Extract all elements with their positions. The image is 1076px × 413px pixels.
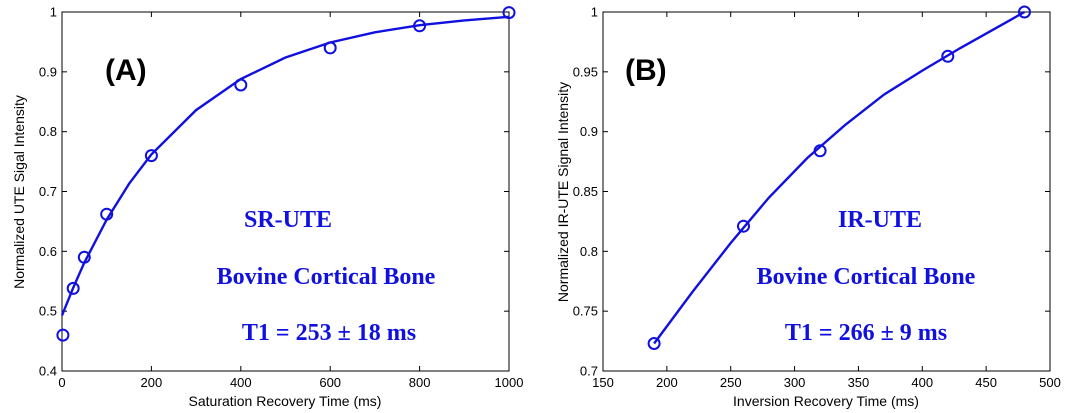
- data-point-a-3: [100, 207, 114, 221]
- y-tick-label-a-1: 0.5: [39, 304, 57, 319]
- y-tick-label-b-0: 0.7: [580, 364, 598, 379]
- y-tick-label-b-1: 0.75: [573, 304, 598, 319]
- panel-a: 0 200 400 600 800 1000 0.4 0.5 0.6 0.7 0.8 0.9 1 (A)…: [11, 5, 523, 410]
- data-point-b-3: [941, 49, 955, 63]
- y-tick-label-b-2: 0.8: [580, 244, 598, 259]
- x-tick-label-a-5: 1000: [495, 375, 524, 390]
- data-points-b: [647, 5, 1031, 350]
- fit-curve-b: [653, 10, 1026, 345]
- y-tick-label-b-3: 0.85: [573, 184, 598, 199]
- data-point-a-1: [66, 281, 80, 295]
- data-point-a-4: [144, 149, 158, 163]
- x-tick-label-b-5: 400: [911, 375, 933, 390]
- data-point-a-2: [77, 250, 91, 264]
- annotation-b-1: Bovine Cortical Bone: [757, 264, 976, 290]
- data-point-b-0: [647, 337, 661, 350]
- x-axis-label-a: Saturation Recovery Time (ms): [189, 393, 382, 409]
- y-tick-label-a-2: 0.6: [39, 244, 57, 259]
- panel-b: 150 200 250 300 350 400 450 500 0.7 0.75 0.8 0.85 0.…: [555, 5, 1061, 410]
- x-tick-label-b-7: 500: [1039, 375, 1061, 390]
- x-tick-label-b-1: 200: [656, 375, 678, 390]
- y-tick-label-b-5: 0.95: [573, 64, 598, 79]
- x-tick-label-a-4: 800: [409, 375, 431, 390]
- x-tick-label-a-2: 400: [230, 375, 252, 390]
- y-axis-label-b: Normalized IR-UTE Signal Intensity: [555, 82, 571, 302]
- annotation-b-2: T1 = 266 ± 9 ms: [785, 320, 947, 346]
- data-point-b-2: [813, 144, 827, 158]
- x-tick-label-a-3: 600: [319, 375, 341, 390]
- panel-label-b: (B): [625, 54, 667, 87]
- y-tick-label-a-3: 0.7: [39, 184, 57, 199]
- plot-area-b: [602, 11, 1051, 372]
- data-point-a-8: [502, 6, 516, 20]
- fit-line-a: [60, 15, 510, 316]
- data-points-a: [56, 6, 516, 342]
- y-tick-label-b-6: 1: [591, 5, 598, 20]
- plot-area-a: [61, 11, 510, 372]
- data-point-b-1: [737, 219, 750, 233]
- fit-line-b: [653, 10, 1026, 345]
- y-tick-label-a-5: 0.9: [39, 64, 57, 79]
- x-tick-label-b-6: 450: [975, 375, 997, 390]
- x-tick-label-b-4: 350: [848, 375, 870, 390]
- x-tick-label-b-3: 300: [784, 375, 806, 390]
- annotation-a-1: Bovine Cortical Bone: [217, 264, 436, 290]
- y-tick-label-b-4: 0.9: [580, 124, 598, 139]
- fit-curve-a: [60, 15, 510, 316]
- data-point-a-0: [56, 328, 70, 342]
- x-tick-label-b-0: 150: [592, 375, 614, 390]
- panel-label-a: (A): [105, 54, 147, 87]
- y-tick-label-a-4: 0.8: [39, 124, 57, 139]
- annotation-a-2: T1 = 253 ± 18 ms: [242, 320, 416, 346]
- annotation-b-0: IR-UTE: [838, 207, 922, 233]
- data-point-b-4: [1018, 5, 1031, 19]
- y-tick-label-a-6: 1: [50, 5, 57, 20]
- y-tick-label-a-0: 0.4: [39, 364, 57, 379]
- x-axis-label-b: Inversion Recovery Time (ms): [733, 393, 919, 409]
- data-point-a-5: [234, 78, 248, 92]
- ticks-a: 0 200 400 600 800 1000 0.4 0.5 0.6 0.7 0.8 0.9 1: [39, 5, 524, 391]
- x-tick-label-b-2: 250: [720, 375, 742, 390]
- y-axis-label-a: Normalized UTE Sigal Intensity: [11, 95, 27, 289]
- x-tick-label-a-1: 200: [141, 375, 163, 390]
- x-tick-label-a-0: 0: [58, 375, 65, 390]
- annotation-a-0: SR-UTE: [244, 207, 332, 233]
- data-point-a-6: [323, 41, 337, 55]
- ticks-b: 150 200 250 300 350 400 450 500 0.7 0.75 0.8 0.85 0.…: [573, 5, 1061, 391]
- data-point-a-7: [413, 19, 427, 33]
